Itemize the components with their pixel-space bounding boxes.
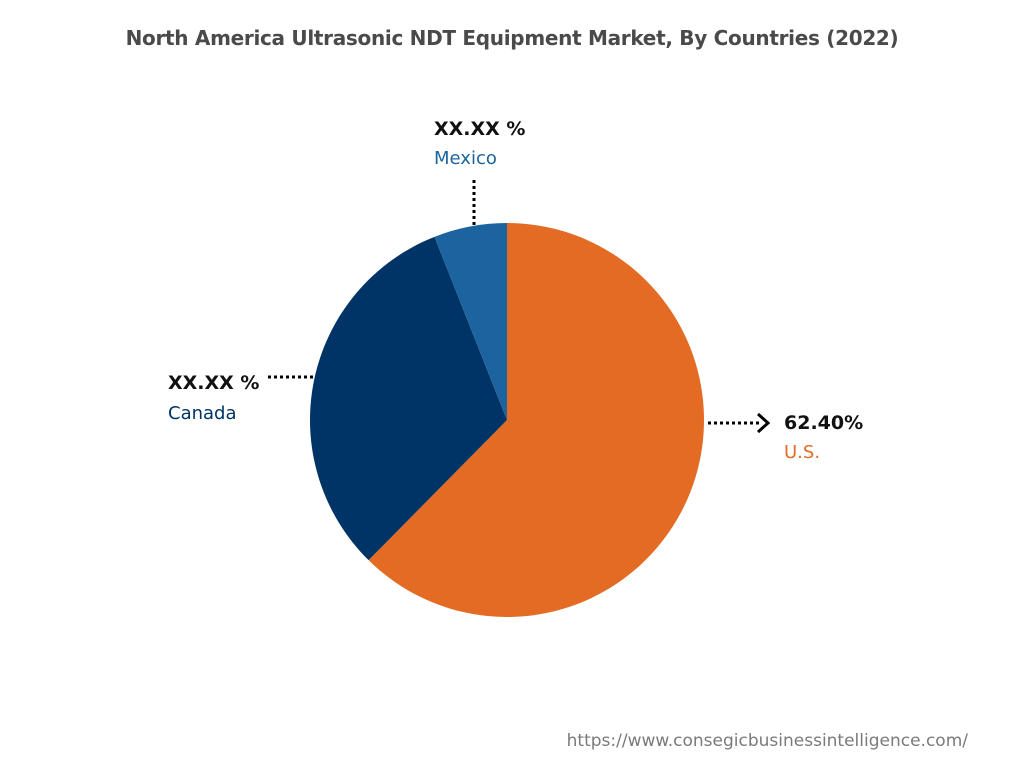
pie-slice-mexico (434, 223, 507, 420)
pie-slice-canada (309, 236, 507, 561)
canada-name-label: Canada (168, 403, 237, 424)
chart-title: North America Ultrasonic NDT Equipment M… (125, 26, 899, 50)
us-name-label: U.S. (784, 442, 821, 463)
pie-slice-us (368, 223, 704, 617)
us-arrow-icon (756, 412, 771, 434)
us-value-label: 62.40% (784, 412, 864, 434)
mexico-value-label: XX.XX % (434, 118, 526, 140)
mexico-name-label: Mexico (434, 148, 497, 169)
source-url[interactable]: https://www.consegicbusinessintelligence… (566, 731, 968, 751)
canada-value-label: XX.XX % (168, 372, 260, 394)
